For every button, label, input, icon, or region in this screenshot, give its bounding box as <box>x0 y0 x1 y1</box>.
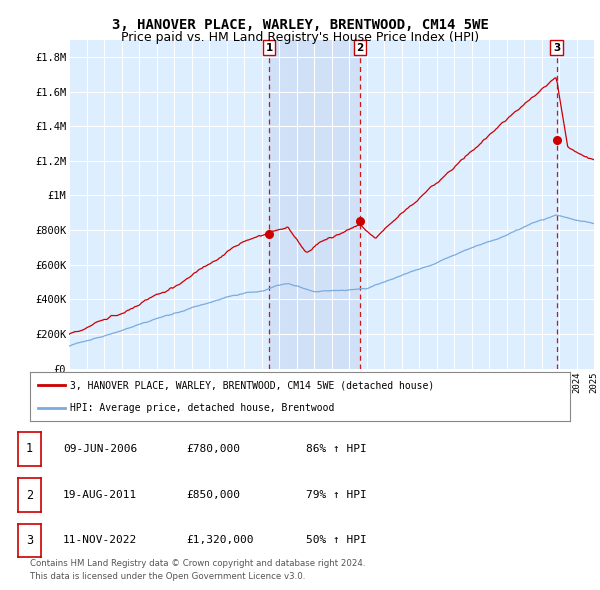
Text: 3, HANOVER PLACE, WARLEY, BRENTWOOD, CM14 5WE (detached house): 3, HANOVER PLACE, WARLEY, BRENTWOOD, CM1… <box>71 381 435 391</box>
Text: 1: 1 <box>266 43 273 53</box>
Text: 3, HANOVER PLACE, WARLEY, BRENTWOOD, CM14 5WE: 3, HANOVER PLACE, WARLEY, BRENTWOOD, CM1… <box>112 18 488 32</box>
Text: 3: 3 <box>26 534 33 547</box>
Text: 11-NOV-2022: 11-NOV-2022 <box>63 536 137 545</box>
Text: 19-AUG-2011: 19-AUG-2011 <box>63 490 137 500</box>
Bar <box>269 40 360 369</box>
Text: 2: 2 <box>356 43 364 53</box>
Text: 2: 2 <box>26 489 33 502</box>
Text: HPI: Average price, detached house, Brentwood: HPI: Average price, detached house, Bren… <box>71 402 335 412</box>
Text: 79% ↑ HPI: 79% ↑ HPI <box>306 490 367 500</box>
Text: £780,000: £780,000 <box>186 444 240 454</box>
Text: This data is licensed under the Open Government Licence v3.0.: This data is licensed under the Open Gov… <box>30 572 305 581</box>
Text: £850,000: £850,000 <box>186 490 240 500</box>
Text: Contains HM Land Registry data © Crown copyright and database right 2024.: Contains HM Land Registry data © Crown c… <box>30 559 365 568</box>
Text: 09-JUN-2006: 09-JUN-2006 <box>63 444 137 454</box>
Text: £1,320,000: £1,320,000 <box>186 536 254 545</box>
Text: 3: 3 <box>553 43 560 53</box>
Text: Price paid vs. HM Land Registry's House Price Index (HPI): Price paid vs. HM Land Registry's House … <box>121 31 479 44</box>
Text: 86% ↑ HPI: 86% ↑ HPI <box>306 444 367 454</box>
Text: 50% ↑ HPI: 50% ↑ HPI <box>306 536 367 545</box>
Text: 1: 1 <box>26 442 33 455</box>
